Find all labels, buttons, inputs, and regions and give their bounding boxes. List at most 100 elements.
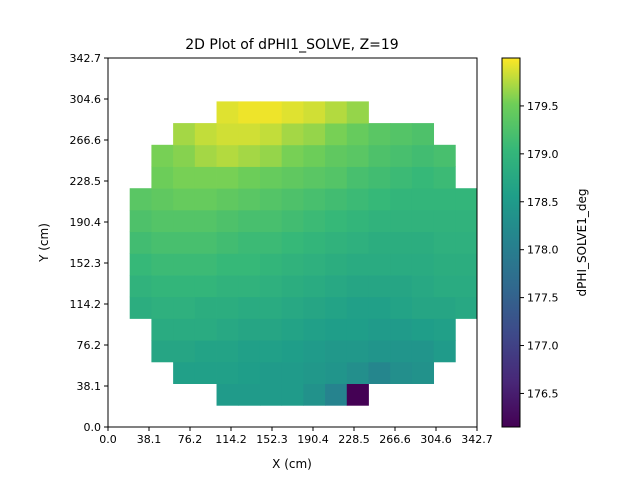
heatmap-cell — [173, 188, 196, 211]
y-tick-label: 114.2 — [70, 298, 102, 311]
heatmap-cell — [433, 318, 456, 341]
heatmap-cell — [346, 253, 369, 276]
colorbar-tick-label: 179.0 — [527, 148, 559, 161]
heatmap-cell — [216, 253, 239, 276]
heatmap-cell — [368, 340, 391, 363]
heatmap-cell — [325, 209, 348, 233]
heatmap-cell — [368, 296, 391, 319]
heatmap-cell — [129, 209, 152, 233]
heatmap-cell — [194, 123, 217, 146]
heatmap-cell — [325, 275, 348, 298]
heatmap-cell — [281, 275, 304, 298]
heatmap-cell — [173, 144, 196, 167]
heatmap-cell — [129, 296, 152, 319]
heatmap-cell — [129, 275, 152, 298]
heatmap-cell — [455, 209, 478, 233]
heatmap-cell — [390, 318, 413, 341]
heatmap-cell — [173, 253, 196, 276]
heatmap-cell — [238, 144, 261, 167]
heatmap-cell — [368, 231, 391, 254]
heatmap-cell — [173, 361, 196, 384]
heatmap-cell — [303, 166, 326, 189]
heatmap-cell — [346, 231, 369, 254]
heatmap-cell — [259, 123, 283, 146]
colorbar-tick-label: 177.0 — [527, 340, 559, 353]
heatmap-cell — [411, 123, 435, 146]
heatmap-cell — [194, 361, 217, 384]
heatmap-cell — [216, 361, 239, 384]
colorbar-tick-label: 176.5 — [527, 387, 559, 400]
heatmap-cell — [216, 101, 239, 124]
x-tick-label: 342.7 — [461, 433, 493, 446]
heatmap-cell — [281, 340, 304, 363]
heatmap-cell — [194, 166, 217, 189]
heatmap-cell — [238, 340, 261, 363]
heatmap-cell — [238, 361, 261, 384]
heatmap-cell — [368, 253, 391, 276]
colorbar-ticks: 176.5 177.0 177.5 178.0 178.5 179.0 179.5 — [520, 100, 559, 400]
heatmap-cell — [281, 144, 304, 167]
heatmap-cell — [346, 275, 369, 298]
heatmap-cell — [281, 101, 304, 124]
heatmap-cell — [303, 383, 326, 406]
heatmap-cell — [411, 296, 435, 319]
heatmap-cell — [259, 253, 283, 276]
heatmap-cell — [194, 318, 217, 341]
heatmap-cell — [216, 296, 239, 319]
heatmap-cell — [368, 166, 391, 189]
heatmap-cell — [411, 231, 435, 254]
heatmap-cell — [216, 166, 239, 189]
heatmap-cell — [281, 188, 304, 211]
heatmap-cell — [151, 275, 174, 298]
heatmap-cell — [390, 123, 413, 146]
heatmap-cell — [194, 296, 217, 319]
chart-title: 2D Plot of dPHI1_SOLVE, Z=19 — [185, 37, 398, 53]
heatmap-cell — [238, 275, 261, 298]
heatmap-cell — [325, 361, 348, 384]
colorbar-tick-label: 177.5 — [527, 292, 559, 305]
heatmap-cell — [433, 188, 456, 211]
heatmap-cell — [433, 231, 456, 254]
heatmap-cell — [173, 296, 196, 319]
heatmap-cell — [390, 188, 413, 211]
x-tick-label: 0.0 — [99, 433, 117, 446]
heatmap-cell — [411, 275, 435, 298]
colorbar-label: dPHI_SOLVE1_deg — [575, 189, 589, 297]
heatmap-cell — [259, 101, 283, 124]
heatmap-cell — [325, 383, 348, 406]
heatmap-cell — [455, 275, 478, 298]
y-tick-label: 304.6 — [70, 93, 102, 106]
heatmap-cell — [173, 166, 196, 189]
y-tick-label: 190.4 — [70, 216, 102, 229]
heatmap-cell — [303, 123, 326, 146]
heatmap-cell — [325, 231, 348, 254]
heatmap-cell — [346, 144, 369, 167]
x-tick-label: 38.1 — [137, 433, 162, 446]
y-tick-label: 266.6 — [70, 134, 102, 147]
heatmap-cell — [281, 318, 304, 341]
heatmap-cell — [216, 318, 239, 341]
heatmap-cell — [259, 296, 283, 319]
heatmap-cell — [411, 361, 435, 384]
heatmap-cell — [194, 253, 217, 276]
heatmap-cell — [216, 188, 239, 211]
heatmap-cell — [390, 361, 413, 384]
heatmap-cell — [433, 296, 456, 319]
heatmap-cell — [368, 188, 391, 211]
heatmap-cell — [238, 209, 261, 233]
heatmap-cell — [346, 340, 369, 363]
heatmap-cell — [390, 166, 413, 189]
heatmap-cell — [238, 296, 261, 319]
heatmap-cell — [411, 253, 435, 276]
heatmap-cell — [216, 209, 239, 233]
heatmap-cell — [368, 318, 391, 341]
heatmap-cells — [129, 101, 478, 406]
heatmap-cell — [368, 123, 391, 146]
y-tick-label: 38.1 — [77, 380, 102, 393]
heatmap-cell — [238, 101, 261, 124]
y-axis-ticks: 0.0 38.1 76.2 114.2 152.3 190.4 228.5 266.6 304.… — [70, 52, 108, 434]
heatmap-cell — [173, 340, 196, 363]
x-tick-label: 190.4 — [297, 433, 329, 446]
x-tick-label: 304.6 — [420, 433, 452, 446]
heatmap-cell — [411, 188, 435, 211]
